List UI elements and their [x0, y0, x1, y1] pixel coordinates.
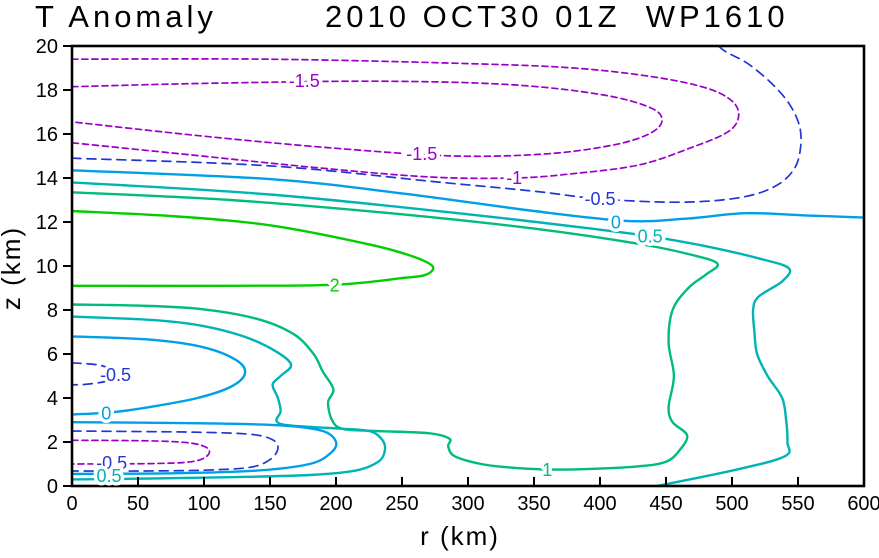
plot-frame: [70, 44, 866, 488]
y-tick-label: 12: [36, 212, 58, 234]
x-tick-label: 0: [66, 493, 77, 515]
contour-value-label: 0: [611, 213, 621, 233]
contour-line-level--1.5: [72, 80, 663, 158]
y-tick-label: 14: [36, 168, 58, 190]
contour-line-level-0: [72, 169, 864, 223]
y-tick-label: 10: [36, 256, 58, 278]
contour-line-level-0.5: [72, 181, 792, 486]
contour-value-label: -0.5: [584, 189, 615, 209]
contour-line-level-0: [72, 421, 338, 476]
contour-value-label: -0.5: [96, 453, 127, 473]
contour-line-level-0: [72, 335, 247, 416]
y-tick-label: 18: [36, 80, 58, 102]
y-tick-label: 4: [47, 388, 58, 410]
y-tick-label: 20: [36, 36, 58, 58]
y-tick-label: 8: [47, 300, 58, 322]
contour-value-label: -1.5: [289, 71, 320, 91]
contour-line-level--1: [72, 58, 740, 180]
x-tick-label: 400: [583, 493, 616, 515]
x-tick-label: 550: [781, 493, 814, 515]
y-tick-label: 6: [47, 344, 58, 366]
x-tick-label: 150: [253, 493, 286, 515]
y-axis-label: z (km): [0, 226, 26, 310]
x-axis-label: r (km): [420, 521, 500, 551]
contour-line-level-1: [72, 191, 720, 471]
contour-line-level--1: [72, 439, 211, 465]
x-tick-label: 600: [847, 493, 879, 515]
plot-title: T Anomaly: [35, 0, 217, 34]
contour-value-label: -0.5: [100, 365, 131, 385]
y-tick-label: 0: [47, 476, 58, 498]
y-tick-label: 2: [47, 432, 58, 454]
x-tick-label: 100: [187, 493, 220, 515]
x-tick-label: 450: [649, 493, 682, 515]
contour-value-label: 0.5: [638, 226, 663, 246]
contour-lines: [72, 46, 864, 486]
x-tick-label: 50: [127, 493, 149, 515]
x-tick-label: 500: [715, 493, 748, 515]
contour-value-label: 0: [101, 403, 111, 423]
contour-value-label: 2: [330, 275, 340, 295]
contour-value-label: 0.5: [96, 466, 121, 486]
contour-value-label: 1: [542, 460, 552, 480]
plot-datetime-title: 2010 OCT30 01Z WP1610: [325, 0, 789, 34]
x-tick-label: 350: [517, 493, 550, 515]
contour-line-level--0.5: [72, 46, 802, 204]
contour-line-level--0.5: [72, 361, 118, 386]
plot-area: 0 50 100 150 200 250 300 350 400 450 500 550 6000246…: [36, 36, 879, 515]
contour-value-label: -1: [506, 168, 522, 188]
x-tick-label: 250: [385, 493, 418, 515]
contour-line-level--0.5: [72, 430, 279, 472]
y-tick-label: 16: [36, 124, 58, 146]
x-tick-label: 200: [319, 493, 352, 515]
x-tick-label: 300: [451, 493, 484, 515]
contour-value-label: -1.5: [406, 144, 437, 164]
contour-line-level-2: [72, 209, 435, 288]
